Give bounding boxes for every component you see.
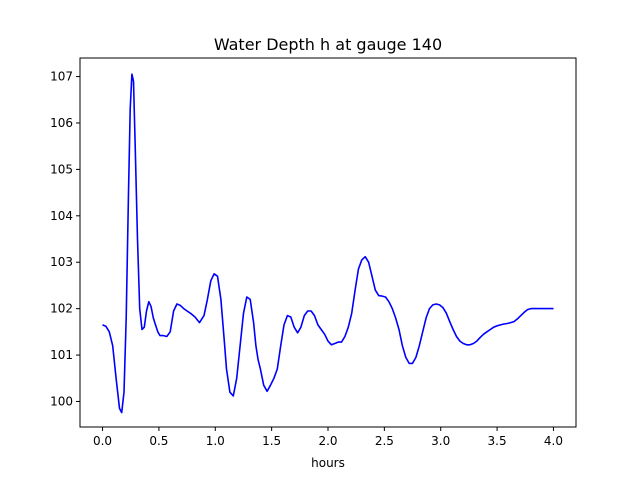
y-tick-label: 103 xyxy=(50,255,73,269)
x-tick-label: 2.0 xyxy=(318,434,337,448)
x-tick-label: 3.5 xyxy=(488,434,507,448)
y-axis: 100 101 102 103 104 105 106 107 xyxy=(50,70,80,408)
x-tick-label: 3.0 xyxy=(431,434,450,448)
y-tick-label: 107 xyxy=(50,70,73,84)
y-tick-label: 104 xyxy=(50,209,73,223)
series-line-0 xyxy=(102,73,554,414)
x-axis: 0.0 0.5 1.0 1.5 2.0 2.5 3.0 3.5 4.0 xyxy=(93,427,563,448)
x-tick-label: 0.0 xyxy=(93,434,112,448)
plot-area xyxy=(102,73,554,414)
y-tick-label: 100 xyxy=(50,394,73,408)
plot-frame xyxy=(79,57,577,428)
x-tick-label: 4.0 xyxy=(544,434,563,448)
chart-title: Water Depth h at gauge 140 xyxy=(214,35,442,54)
x-tick-label: 2.5 xyxy=(375,434,394,448)
x-axis-label: hours xyxy=(311,456,345,470)
x-tick-label: 1.5 xyxy=(262,434,281,448)
x-tick-label: 1.0 xyxy=(206,434,225,448)
y-tick-label: 101 xyxy=(50,348,73,362)
y-tick-label: 106 xyxy=(50,116,73,130)
y-tick-label: 102 xyxy=(50,302,73,316)
x-tick-label: 0.5 xyxy=(149,434,168,448)
y-tick-label: 105 xyxy=(50,162,73,176)
